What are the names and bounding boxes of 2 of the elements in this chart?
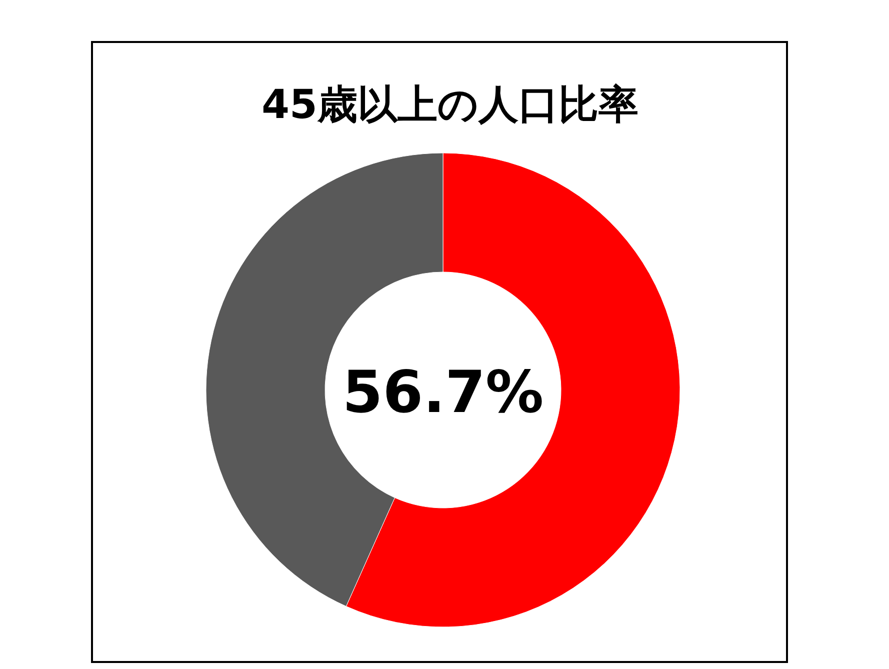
chart-title: 45歳以上の人口比率	[262, 82, 638, 128]
text: 56.7%	[342, 358, 544, 426]
